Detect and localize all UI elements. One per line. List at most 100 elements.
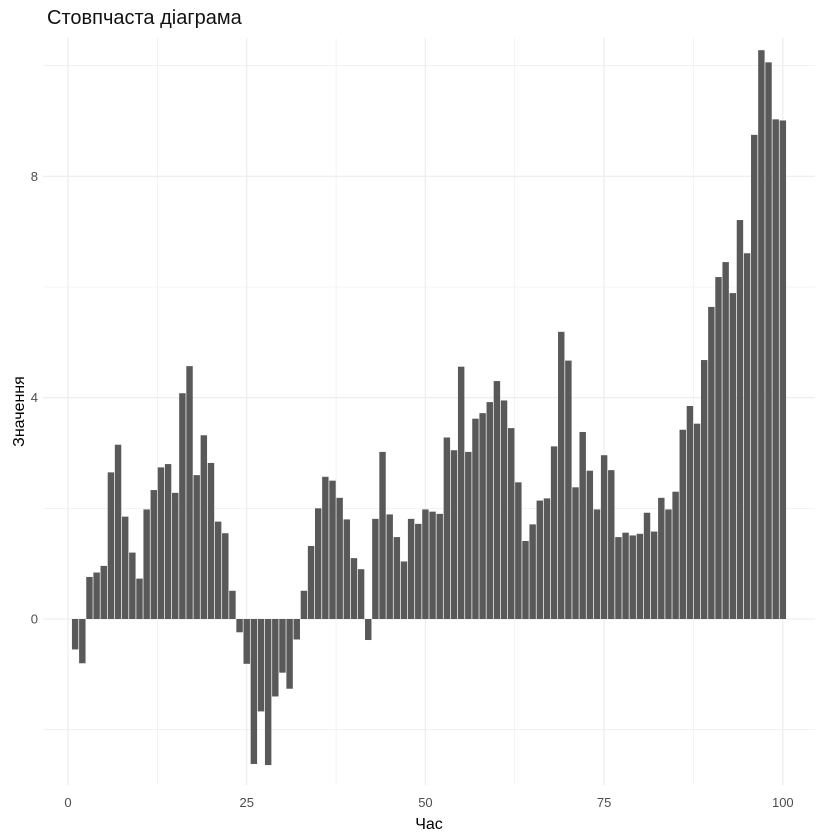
bar — [600, 455, 608, 619]
bar — [107, 472, 115, 619]
bar — [479, 413, 486, 619]
bar — [236, 619, 243, 633]
bar — [365, 619, 372, 641]
bar — [529, 524, 536, 619]
bar — [636, 533, 644, 619]
bar — [608, 470, 615, 619]
bar — [622, 532, 629, 619]
bar — [322, 476, 329, 619]
bar — [143, 509, 150, 619]
bar — [436, 513, 443, 619]
bar — [457, 366, 465, 619]
x-tick-label: 25 — [239, 795, 253, 810]
bar — [486, 402, 493, 619]
y-tick-label: 0 — [31, 612, 38, 627]
bar — [493, 381, 501, 619]
bar — [222, 533, 229, 619]
bar — [779, 120, 787, 620]
bar — [136, 578, 143, 619]
bar — [672, 491, 679, 619]
bar — [472, 418, 479, 619]
bar — [729, 293, 737, 619]
bar — [264, 619, 272, 766]
bar — [179, 393, 186, 619]
bar — [736, 220, 744, 619]
bar — [314, 508, 322, 619]
bar — [186, 366, 193, 619]
bar — [665, 509, 672, 619]
bar — [393, 537, 401, 619]
bar — [386, 514, 393, 619]
bar — [658, 497, 665, 619]
bar — [515, 482, 522, 619]
bar — [257, 619, 265, 712]
bar — [643, 512, 651, 619]
bar — [329, 480, 336, 619]
bar — [507, 428, 515, 619]
bar — [343, 519, 351, 619]
x-tick-label: 75 — [597, 795, 611, 810]
bar — [586, 470, 594, 619]
bar — [443, 437, 451, 619]
bar — [700, 360, 708, 619]
bar — [379, 451, 386, 619]
bars — [71, 50, 787, 766]
bar — [157, 467, 165, 619]
bar — [93, 572, 100, 619]
bar — [558, 331, 565, 619]
bar — [522, 540, 529, 619]
bar — [79, 619, 86, 664]
bar — [615, 537, 622, 619]
tick-labels: 0 25 50 75 100 0 4 8 — [31, 169, 794, 810]
bar — [693, 423, 701, 619]
bar — [400, 561, 408, 619]
bar — [593, 509, 601, 619]
y-tick-label: 4 — [31, 390, 38, 405]
bar — [114, 444, 122, 619]
x-tick-label: 0 — [64, 795, 71, 810]
bar — [500, 400, 508, 619]
bar — [407, 518, 415, 619]
bar — [758, 50, 765, 619]
bar — [579, 431, 586, 619]
bar — [422, 509, 429, 619]
bar — [214, 521, 222, 619]
bar — [121, 516, 129, 619]
bar — [372, 518, 379, 619]
bar — [172, 492, 179, 619]
bar — [243, 619, 250, 664]
bar — [300, 590, 308, 619]
bar — [679, 429, 686, 619]
bar — [465, 451, 472, 619]
bar — [307, 545, 315, 619]
x-tick-label: 100 — [772, 795, 794, 810]
bar — [550, 446, 558, 619]
bar — [229, 590, 236, 619]
y-axis-title: Значення — [11, 376, 28, 447]
bar — [543, 498, 551, 619]
bar — [536, 500, 544, 619]
bar — [279, 619, 286, 673]
bar — [86, 576, 93, 619]
bar — [565, 360, 572, 619]
bar — [71, 619, 79, 650]
bar — [629, 535, 636, 619]
bar — [765, 62, 772, 619]
bar — [193, 475, 200, 619]
bar — [100, 565, 107, 619]
bar — [357, 569, 365, 619]
bar — [129, 552, 136, 619]
bar — [751, 134, 758, 620]
bar — [272, 619, 279, 697]
chart-title: Стовпчаста діаграма — [47, 7, 242, 29]
bar — [650, 531, 658, 619]
bar — [429, 511, 436, 619]
bar — [743, 253, 751, 619]
bar — [708, 306, 715, 619]
bar — [286, 619, 293, 689]
bar — [293, 619, 300, 640]
bar — [164, 464, 172, 619]
bar — [772, 119, 779, 619]
bar — [350, 558, 358, 619]
x-axis-title: Час — [415, 816, 443, 833]
